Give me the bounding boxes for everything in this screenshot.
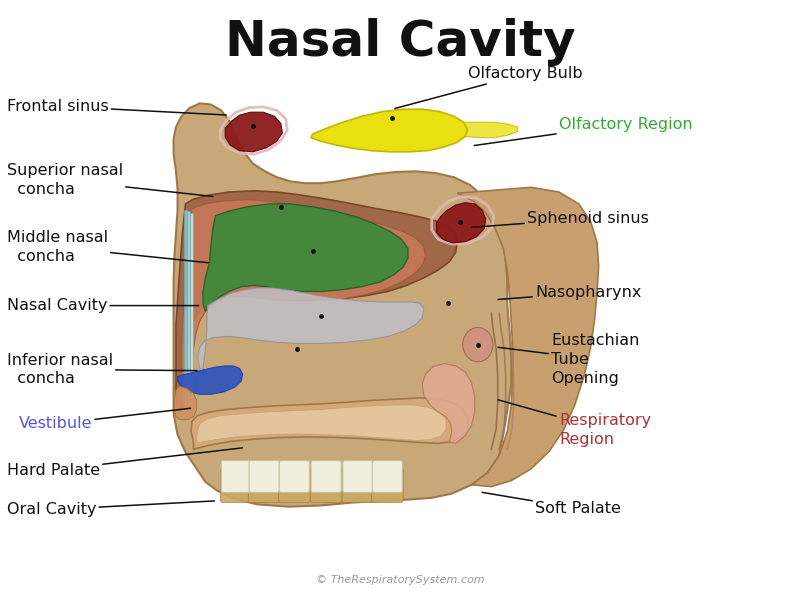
Text: Soft Palate: Soft Palate — [482, 493, 621, 516]
Text: Middle nasal
  concha: Middle nasal concha — [6, 230, 208, 264]
Text: Superior nasal
  concha: Superior nasal concha — [6, 164, 213, 197]
Text: Respiratory
Region: Respiratory Region — [498, 400, 651, 447]
Polygon shape — [463, 122, 518, 138]
FancyBboxPatch shape — [342, 468, 374, 503]
Polygon shape — [458, 187, 598, 487]
Ellipse shape — [462, 328, 493, 362]
Polygon shape — [190, 213, 194, 399]
FancyBboxPatch shape — [371, 468, 403, 503]
FancyBboxPatch shape — [279, 460, 310, 493]
FancyBboxPatch shape — [248, 468, 280, 503]
FancyBboxPatch shape — [249, 460, 279, 493]
Text: Vestibule: Vestibule — [18, 408, 190, 432]
Polygon shape — [178, 366, 242, 394]
Polygon shape — [203, 204, 408, 312]
Polygon shape — [198, 288, 424, 374]
Polygon shape — [311, 109, 467, 152]
Text: Nasal Cavity: Nasal Cavity — [225, 17, 575, 66]
Text: Olfactory Region: Olfactory Region — [474, 116, 693, 146]
FancyBboxPatch shape — [222, 460, 251, 493]
FancyBboxPatch shape — [310, 468, 342, 503]
FancyBboxPatch shape — [278, 468, 310, 503]
FancyBboxPatch shape — [311, 460, 342, 493]
FancyBboxPatch shape — [221, 468, 252, 503]
Text: © TheRespiratorySystem.com: © TheRespiratorySystem.com — [316, 576, 484, 585]
Polygon shape — [174, 386, 197, 420]
Text: Eustachian
Tube
Opening: Eustachian Tube Opening — [498, 333, 639, 386]
Polygon shape — [226, 112, 282, 152]
Polygon shape — [182, 200, 426, 407]
Text: Nasal Cavity: Nasal Cavity — [6, 298, 198, 313]
Polygon shape — [184, 210, 187, 405]
Polygon shape — [437, 203, 486, 243]
FancyBboxPatch shape — [343, 460, 373, 493]
FancyBboxPatch shape — [372, 460, 402, 493]
Text: Hard Palate: Hard Palate — [6, 448, 242, 478]
Text: Nasopharynx: Nasopharynx — [498, 285, 642, 300]
Text: Olfactory Bulb: Olfactory Bulb — [394, 66, 582, 109]
Text: Oral Cavity: Oral Cavity — [6, 501, 214, 517]
Polygon shape — [174, 103, 511, 507]
Text: Sphenoid sinus: Sphenoid sinus — [472, 211, 649, 227]
Polygon shape — [176, 191, 458, 411]
Polygon shape — [191, 398, 467, 450]
Text: Frontal sinus: Frontal sinus — [6, 99, 226, 115]
Polygon shape — [197, 405, 446, 443]
Text: Inferior nasal
  concha: Inferior nasal concha — [6, 353, 197, 386]
Polygon shape — [422, 364, 474, 444]
Polygon shape — [187, 211, 190, 402]
